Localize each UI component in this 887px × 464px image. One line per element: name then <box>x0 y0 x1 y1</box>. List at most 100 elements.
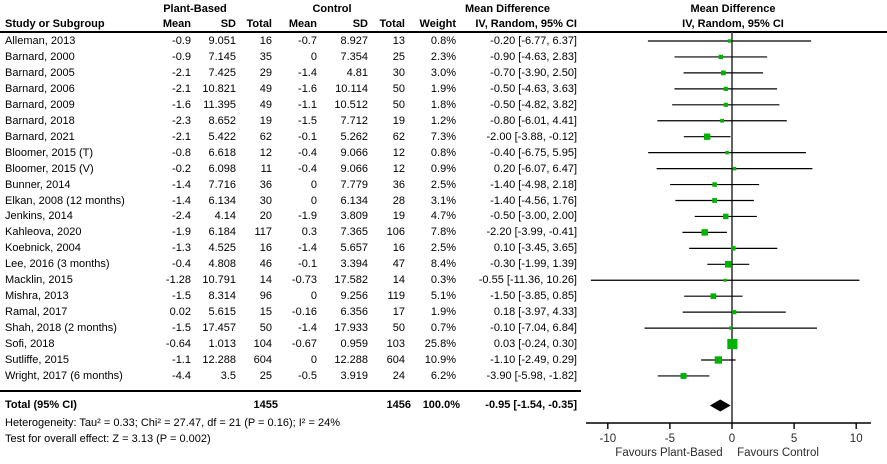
study-cell-mean1: -1.4 <box>172 194 191 207</box>
study-cell-name: Jenkins, 2014 <box>5 210 73 223</box>
study-cell-mean2: 0 <box>310 50 317 63</box>
study-cell-mean1: -1.28 <box>165 274 191 287</box>
group-header-control: Control <box>312 3 352 15</box>
study-cell-sd1: 6.184 <box>208 226 236 239</box>
col-header-ci: IV, Random, 95% CI <box>475 18 577 30</box>
study-cell-sd1: 4.525 <box>208 242 236 255</box>
study-cell-weight: 1.9% <box>430 82 456 95</box>
study-cell-mean1: -1.3 <box>172 242 191 255</box>
study-cell-mean2: 0 <box>310 354 317 366</box>
axis-tick-label: 10 <box>850 433 863 445</box>
study-cell-name: Kahleova, 2020 <box>5 226 82 239</box>
study-cell-mean2: -1.4 <box>298 242 317 255</box>
study-cell-ci_text: -0.20 [-6.77, 6.37] <box>490 35 577 47</box>
col-header-study: Study or Subgroup <box>5 18 105 30</box>
study-cell-name: Sofi, 2018 <box>5 338 55 351</box>
study-cell-n2: 119 <box>387 290 405 303</box>
total-n-plant: 1455 <box>253 399 278 411</box>
study-cell-n1: 117 <box>254 226 272 239</box>
total-row: Total (95% CI) 1455 1456 100.0% -0.95 [-… <box>0 397 887 413</box>
study-cell-sd1: 3.5 <box>220 369 236 382</box>
study-cell-weight: 1.9% <box>430 306 456 319</box>
study-row: Barnard, 2018 -2.3 8.652 19 -1.5 7.712 19 1.2% -… <box>0 113 887 129</box>
study-cell-ci_text: -1.50 [-3.85, 0.85] <box>490 290 577 303</box>
study-cell-weight: 3.0% <box>430 66 456 79</box>
study-cell-name: Barnard, 2006 <box>5 82 75 95</box>
study-cell-n1: 104 <box>253 338 272 351</box>
study-cell-sd1: 11.395 <box>203 98 236 111</box>
study-cell-name: Bloomer, 2015 (T) <box>5 146 94 159</box>
study-cell-mean1: -1.5 <box>172 322 191 335</box>
favours-right-label: Favours Control <box>737 447 819 459</box>
study-cell-ci_text: -0.30 [-1.99, 1.39] <box>490 258 577 271</box>
study-cell-sd1: 10.791 <box>202 274 236 287</box>
study-cell-ci_text: 0.18 [-3.97, 4.33] <box>493 306 577 319</box>
study-cell-name: Lee, 2016 (3 months) <box>5 258 110 271</box>
study-cell-sd1: 10.821 <box>202 82 236 95</box>
study-cell-mean1: -1.6 <box>172 98 191 111</box>
study-cell-name: Sutliffe, 2015 <box>5 354 70 366</box>
study-cell-weight: 1.8% <box>430 98 456 111</box>
study-cell-sd1: 6.098 <box>208 162 236 175</box>
study-cell-name: Ramal, 2017 <box>5 306 68 319</box>
study-cell-sd2: 10.512 <box>334 98 368 111</box>
study-cell-sd1: 8.314 <box>208 290 236 303</box>
col-header-sd-plant: SD <box>220 18 236 30</box>
study-row: Barnard, 2006 -2.1 10.821 49 -1.6 10.114 50 1.9… <box>0 81 887 97</box>
study-cell-sd1: 7.716 <box>208 178 236 191</box>
study-cell-mean2: -1.1 <box>298 98 317 111</box>
study-cell-mean1: -1.1 <box>172 354 191 366</box>
study-cell-n2: 62 <box>392 130 405 143</box>
study-cell-sd2: 12.288 <box>334 354 368 366</box>
total-separator-line <box>0 390 581 392</box>
study-cell-n2: 14 <box>392 274 405 287</box>
study-cell-n1: 14 <box>259 274 272 287</box>
study-row: Koebnick, 2004 -1.3 4.525 16 -1.4 5.657 16 2.5%… <box>0 240 887 256</box>
study-row: Barnard, 2000 -0.9 7.145 35 0 7.354 25 2.3% -0.9… <box>0 49 887 65</box>
study-cell-ci_text: -0.10 [-7.04, 6.84] <box>490 322 577 335</box>
study-cell-n1: 46 <box>259 258 272 271</box>
study-row: Barnard, 2005 -2.1 7.425 29 -1.4 4.81 30 3.0% -0… <box>0 65 887 81</box>
study-cell-sd2: 8.927 <box>340 35 368 47</box>
total-label: Total (95% CI) <box>5 399 77 411</box>
study-cell-n1: 12 <box>259 146 272 159</box>
axis-tick-label: -10 <box>599 433 616 445</box>
study-cell-n1: 35 <box>259 50 272 63</box>
col-header-weight: Weight <box>419 18 456 30</box>
study-cell-n2: 19 <box>392 210 405 223</box>
study-cell-n1: 16 <box>259 242 272 255</box>
total-n-control: 1456 <box>386 399 411 411</box>
study-cell-mean2: -1.5 <box>298 114 317 127</box>
study-cell-n2: 17 <box>392 306 405 319</box>
total-ci-text: -0.95 [-1.54, -0.35] <box>485 399 577 411</box>
study-cell-mean2: -0.1 <box>298 130 317 143</box>
study-cell-weight: 0.8% <box>430 35 456 47</box>
study-cell-weight: 2.5% <box>430 242 456 255</box>
study-cell-sd1: 8.652 <box>208 114 236 127</box>
study-cell-mean2: 0 <box>310 194 317 207</box>
study-cell-sd2: 9.256 <box>340 290 368 303</box>
study-row: Shah, 2018 (2 months) -1.5 17.457 50 -1.4 17.… <box>0 320 887 336</box>
study-cell-ci_text: 0.10 [-3.45, 3.65] <box>493 242 577 255</box>
col-header-sd-control: SD <box>352 18 368 30</box>
study-cell-n2: 50 <box>392 82 405 95</box>
study-cell-weight: 6.2% <box>430 369 456 382</box>
col-header-total-control: Total <box>379 18 405 30</box>
study-cell-name: Shah, 2018 (2 months) <box>5 322 117 335</box>
study-cell-mean1: -0.2 <box>172 162 191 175</box>
study-cell-sd1: 4.808 <box>208 258 236 271</box>
study-cell-mean1: -2.4 <box>172 210 191 223</box>
study-cell-sd1: 9.051 <box>208 35 236 47</box>
study-cell-weight: 0.8% <box>430 146 456 159</box>
study-cell-n2: 50 <box>392 98 405 111</box>
col-header-mean-plant: Mean <box>162 18 191 30</box>
study-cell-sd2: 17.582 <box>334 274 368 287</box>
study-cell-sd2: 9.066 <box>340 146 368 159</box>
study-cell-n1: 16 <box>259 35 272 47</box>
study-row: Bunner, 2014 -1.4 7.716 36 0 7.779 36 2.5% -1.40… <box>0 177 887 193</box>
study-cell-ci_text: -2.00 [-3.88, -0.12] <box>486 130 578 143</box>
study-cell-weight: 10.9% <box>424 354 456 366</box>
study-cell-sd2: 4.81 <box>346 66 368 79</box>
study-cell-n1: 62 <box>259 130 272 143</box>
study-cell-mean1: -1.9 <box>172 226 191 239</box>
